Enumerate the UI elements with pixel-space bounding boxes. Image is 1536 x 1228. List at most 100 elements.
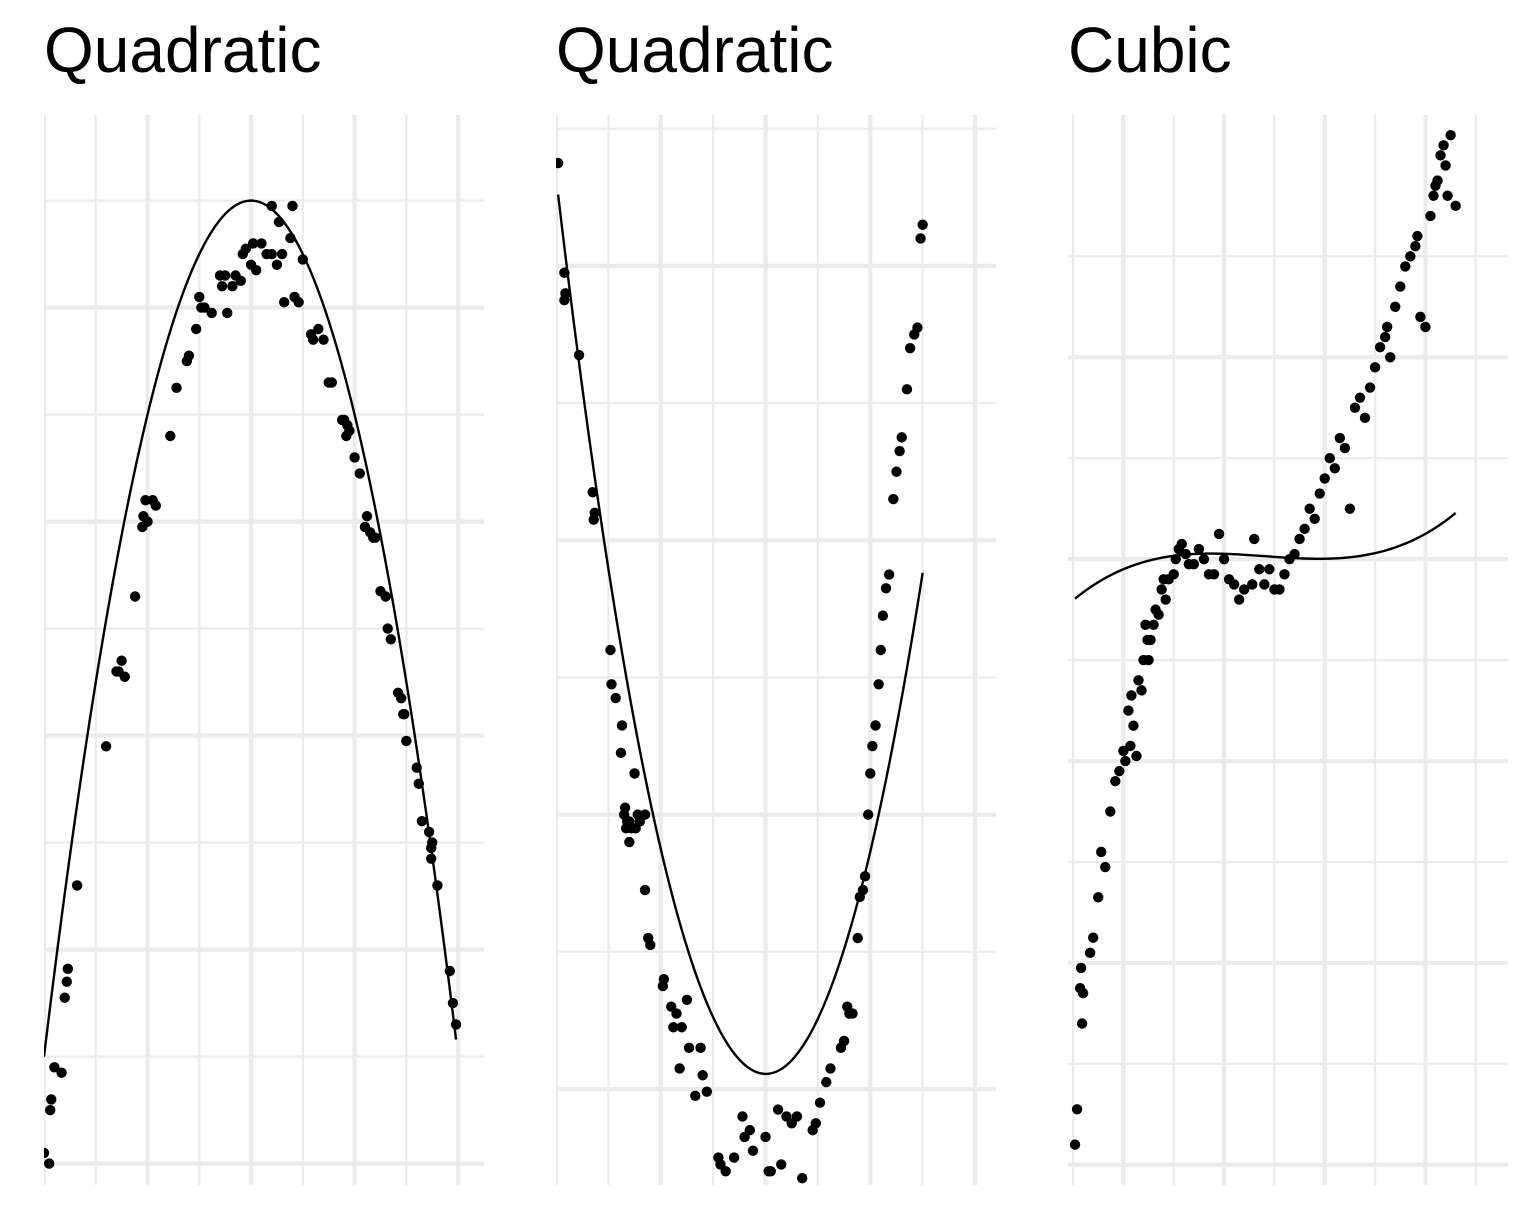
- data-point: [194, 291, 205, 303]
- data-point: [1279, 569, 1290, 580]
- data-point: [791, 1111, 803, 1122]
- data-point: [605, 644, 616, 656]
- data-point: [1076, 1018, 1088, 1029]
- data-point: [1247, 579, 1258, 590]
- data-point: [1143, 654, 1154, 666]
- fit-line: [1074, 512, 1457, 600]
- data-point: [559, 267, 570, 278]
- data-point: [1309, 513, 1320, 524]
- data-point: [273, 216, 285, 228]
- data-point: [100, 741, 112, 752]
- data-point: [1071, 1104, 1083, 1115]
- data-point: [1128, 720, 1139, 731]
- gridlines: [556, 115, 996, 1185]
- data-point: [1156, 584, 1167, 595]
- data-point: [674, 1063, 685, 1074]
- data-point: [1259, 579, 1270, 590]
- data-point: [1131, 750, 1142, 762]
- data-point: [256, 238, 267, 249]
- data-point: [1254, 564, 1265, 575]
- data-point: [1096, 846, 1107, 858]
- data-point: [573, 349, 585, 361]
- data-point: [285, 232, 296, 244]
- data-point: [615, 747, 627, 759]
- data-point: [1208, 569, 1220, 580]
- data-point: [859, 871, 871, 882]
- data-point: [297, 254, 309, 265]
- data-point: [1105, 806, 1116, 817]
- data-point: [247, 238, 259, 249]
- data-point: [862, 809, 874, 820]
- data-point: [776, 1159, 787, 1170]
- data-point: [1384, 352, 1396, 363]
- data-point: [427, 837, 438, 848]
- data-point: [695, 1042, 706, 1054]
- data-point: [129, 591, 141, 602]
- data-point: [278, 297, 290, 308]
- data-point: [877, 610, 889, 621]
- data-point: [1289, 548, 1300, 560]
- data-point: [690, 1090, 701, 1102]
- data-point: [904, 343, 916, 354]
- data-point: [142, 516, 153, 527]
- data-point: [361, 511, 373, 522]
- data-point: [1093, 892, 1104, 903]
- data-point: [891, 466, 902, 477]
- data-point: [624, 836, 635, 848]
- data-point: [880, 583, 892, 594]
- data-point: [629, 768, 640, 779]
- data-point: [1410, 241, 1421, 252]
- data-point: [1168, 569, 1179, 580]
- data-point: [71, 880, 83, 891]
- data-point: [307, 334, 319, 345]
- gridlines: [1068, 115, 1508, 1185]
- data-point: [838, 1035, 850, 1047]
- data-point: [1218, 553, 1230, 565]
- data-point: [917, 219, 928, 230]
- data-point: [589, 507, 600, 519]
- data-point: [912, 322, 923, 333]
- data-point: [447, 997, 459, 1009]
- data-point: [395, 692, 407, 704]
- data-point: [1294, 533, 1305, 545]
- data-point: [1445, 129, 1456, 141]
- data-point: [266, 248, 277, 260]
- data-point: [380, 591, 391, 602]
- data-point: [606, 679, 617, 690]
- data-point: [1213, 528, 1225, 540]
- data-point: [1344, 503, 1356, 514]
- data-point: [747, 1145, 759, 1156]
- data-point: [1188, 558, 1200, 570]
- data-point: [219, 270, 231, 281]
- data-point: [1228, 579, 1240, 590]
- data-point: [222, 307, 233, 319]
- data-point: [915, 233, 926, 244]
- data-point: [772, 1104, 784, 1115]
- data-point: [901, 384, 913, 395]
- data-point: [1145, 634, 1156, 646]
- data-point: [344, 425, 355, 436]
- data-point: [1339, 442, 1351, 454]
- data-point: [1123, 705, 1134, 716]
- data-point: [658, 974, 670, 985]
- data-point: [1369, 362, 1381, 373]
- data-point: [444, 965, 456, 977]
- data-point: [1264, 564, 1275, 575]
- data-point: [1420, 321, 1431, 333]
- data-point: [1170, 553, 1181, 565]
- data-point: [870, 720, 881, 731]
- data-point: [1450, 200, 1461, 212]
- data-point: [382, 623, 393, 634]
- data-point: [411, 762, 422, 773]
- data-point: [399, 709, 410, 720]
- data-point: [1239, 584, 1250, 595]
- data-point: [671, 1008, 682, 1019]
- data-point: [610, 692, 621, 704]
- data-point: [1077, 988, 1089, 999]
- data-point: [1374, 341, 1386, 353]
- data-point: [61, 976, 72, 987]
- data-point: [1126, 690, 1137, 701]
- data-point: [668, 1022, 679, 1033]
- data-point: [1442, 190, 1453, 201]
